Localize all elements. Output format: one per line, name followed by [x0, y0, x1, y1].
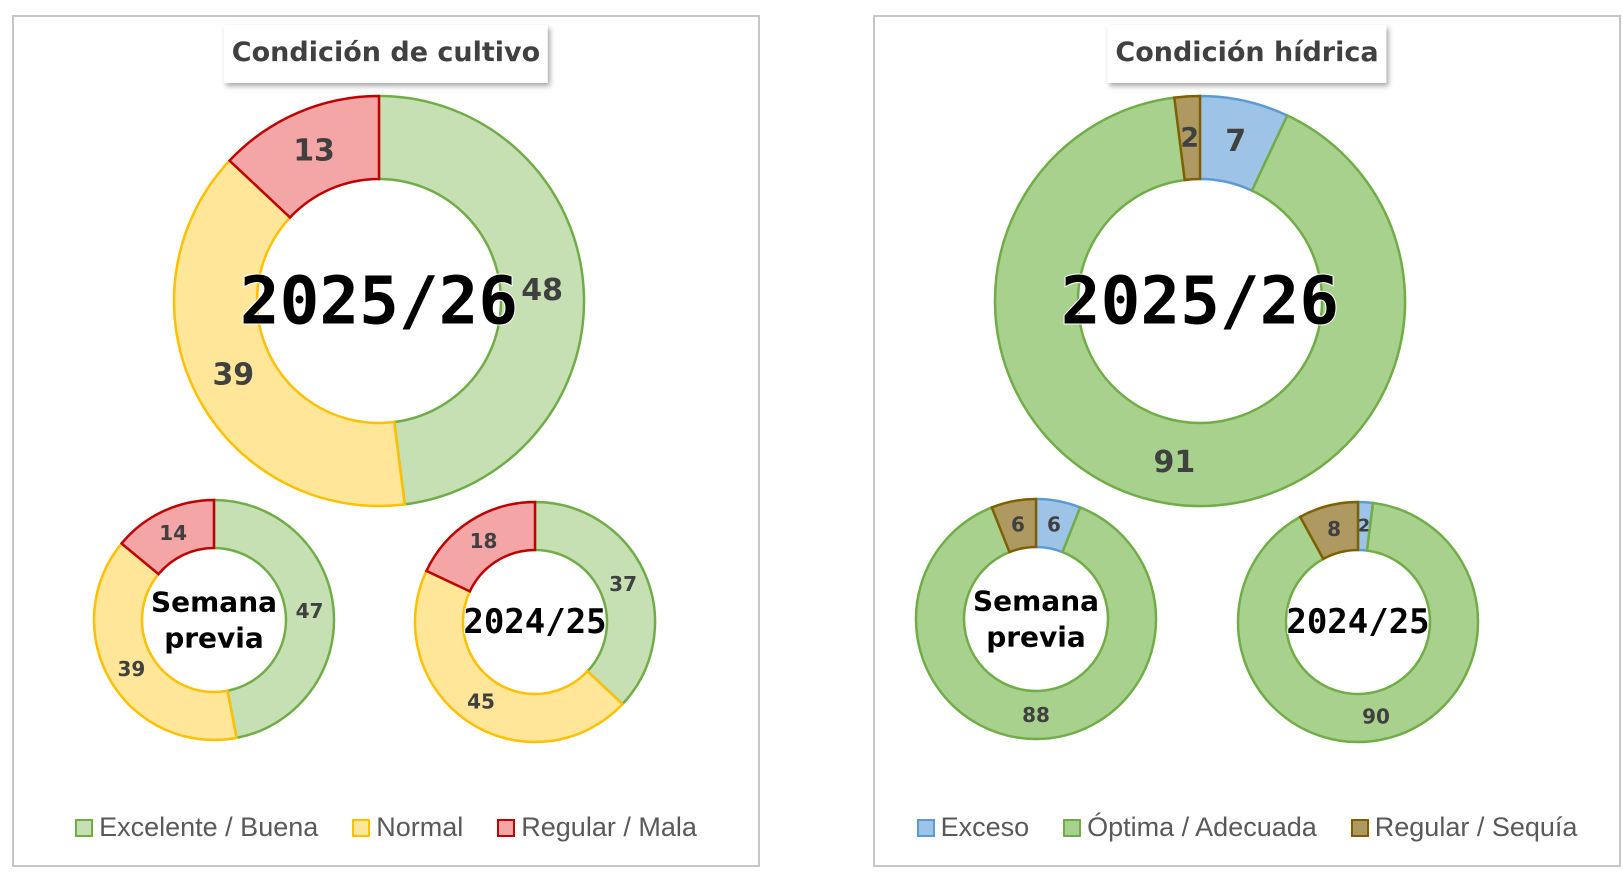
data-label: 88: [1022, 703, 1050, 727]
ring-center-label: 2024/25: [463, 602, 606, 642]
slice-regular-mala: [119, 498, 216, 576]
legend-swatch-exceso: [916, 818, 935, 837]
data-label: 18: [470, 529, 498, 553]
legend-item-normal: Normal: [352, 812, 463, 843]
data-label: 13: [293, 133, 335, 168]
ring-center-label: previa: [164, 622, 264, 655]
legend-label: Normal: [376, 812, 464, 842]
slice-normal: [413, 569, 625, 744]
legend-item-sequia: Regular / Sequía: [1350, 812, 1578, 843]
data-label: 45: [467, 689, 495, 713]
legend-swatch-normal: [352, 818, 371, 837]
legend-item-excelente: Excelente / Buena: [75, 812, 318, 843]
ring-center-label: 2024/25: [1286, 602, 1429, 642]
data-label: 7: [1225, 124, 1246, 159]
legend-label: Regular / Mala: [521, 812, 697, 842]
ring-center-label: Semana: [151, 586, 277, 619]
legend-swatch-optima: [1063, 818, 1082, 837]
data-label: 47: [296, 599, 324, 623]
data-label: 39: [212, 358, 254, 393]
slice-regular-mala: [424, 500, 537, 594]
slice-sequia: [990, 497, 1038, 554]
slice-normal: [92, 541, 238, 742]
legend-item-optima: Óptima / Adecuada: [1063, 812, 1317, 843]
data-label: 37: [609, 572, 637, 596]
legend-label: Óptima / Adecuada: [1087, 812, 1317, 842]
data-label: 39: [117, 657, 145, 681]
data-label: 91: [1154, 445, 1196, 480]
legend-label: Excelente / Buena: [99, 812, 319, 842]
slice-excelente: [377, 94, 586, 506]
legend-swatch-excelente: [75, 818, 94, 837]
slice-normal: [172, 158, 407, 508]
water-condition-panel: Condición hídrica 7 91 2 2025/26 6 88 6 Semana p…: [873, 15, 1621, 867]
data-label: 14: [159, 521, 187, 545]
crop-condition-legend: Excelente / Buena Normal Regular / Mala: [14, 812, 758, 843]
ring-center-label: previa: [986, 621, 1086, 654]
crop-condition-panel: Condición de cultivo 48 39 13 2025/26 47 39 14…: [12, 15, 760, 867]
slice-optima: [993, 96, 1407, 508]
crop-condition-title: Condición de cultivo: [223, 25, 549, 83]
data-label: 90: [1362, 704, 1390, 728]
ring-center-label: 2025/26: [240, 263, 518, 340]
legend-item-exceso: Exceso: [916, 812, 1030, 843]
legend-label: Regular / Sequía: [1374, 812, 1578, 842]
data-label: 8: [1327, 517, 1341, 541]
legend-label: Exceso: [940, 812, 1030, 842]
data-label: 6: [1011, 513, 1025, 537]
slice-optima: [914, 505, 1158, 741]
water-condition-legend: Exceso Óptima / Adecuada Regular / Sequí…: [875, 812, 1619, 843]
slice-excelente: [212, 498, 336, 740]
slice-sequia: [1298, 500, 1360, 561]
legend-swatch-sequia: [1350, 818, 1369, 837]
legend-item-regular-mala: Regular / Mala: [497, 812, 697, 843]
slice-regular-mala: [227, 94, 381, 220]
slice-optima: [1236, 501, 1480, 744]
legend-swatch-regular-mala: [497, 818, 516, 837]
data-label: 48: [521, 273, 563, 308]
data-label: 2: [1358, 516, 1371, 537]
data-label: 6: [1047, 513, 1061, 537]
slice-excelente: [533, 500, 657, 706]
water-condition-title: Condición hídrica: [1107, 25, 1387, 83]
slice-sequia: [1172, 94, 1202, 182]
ring-center-label: Semana: [973, 585, 1099, 618]
ring-center-label: 2025/26: [1061, 263, 1339, 340]
data-label: 2: [1180, 122, 1199, 153]
